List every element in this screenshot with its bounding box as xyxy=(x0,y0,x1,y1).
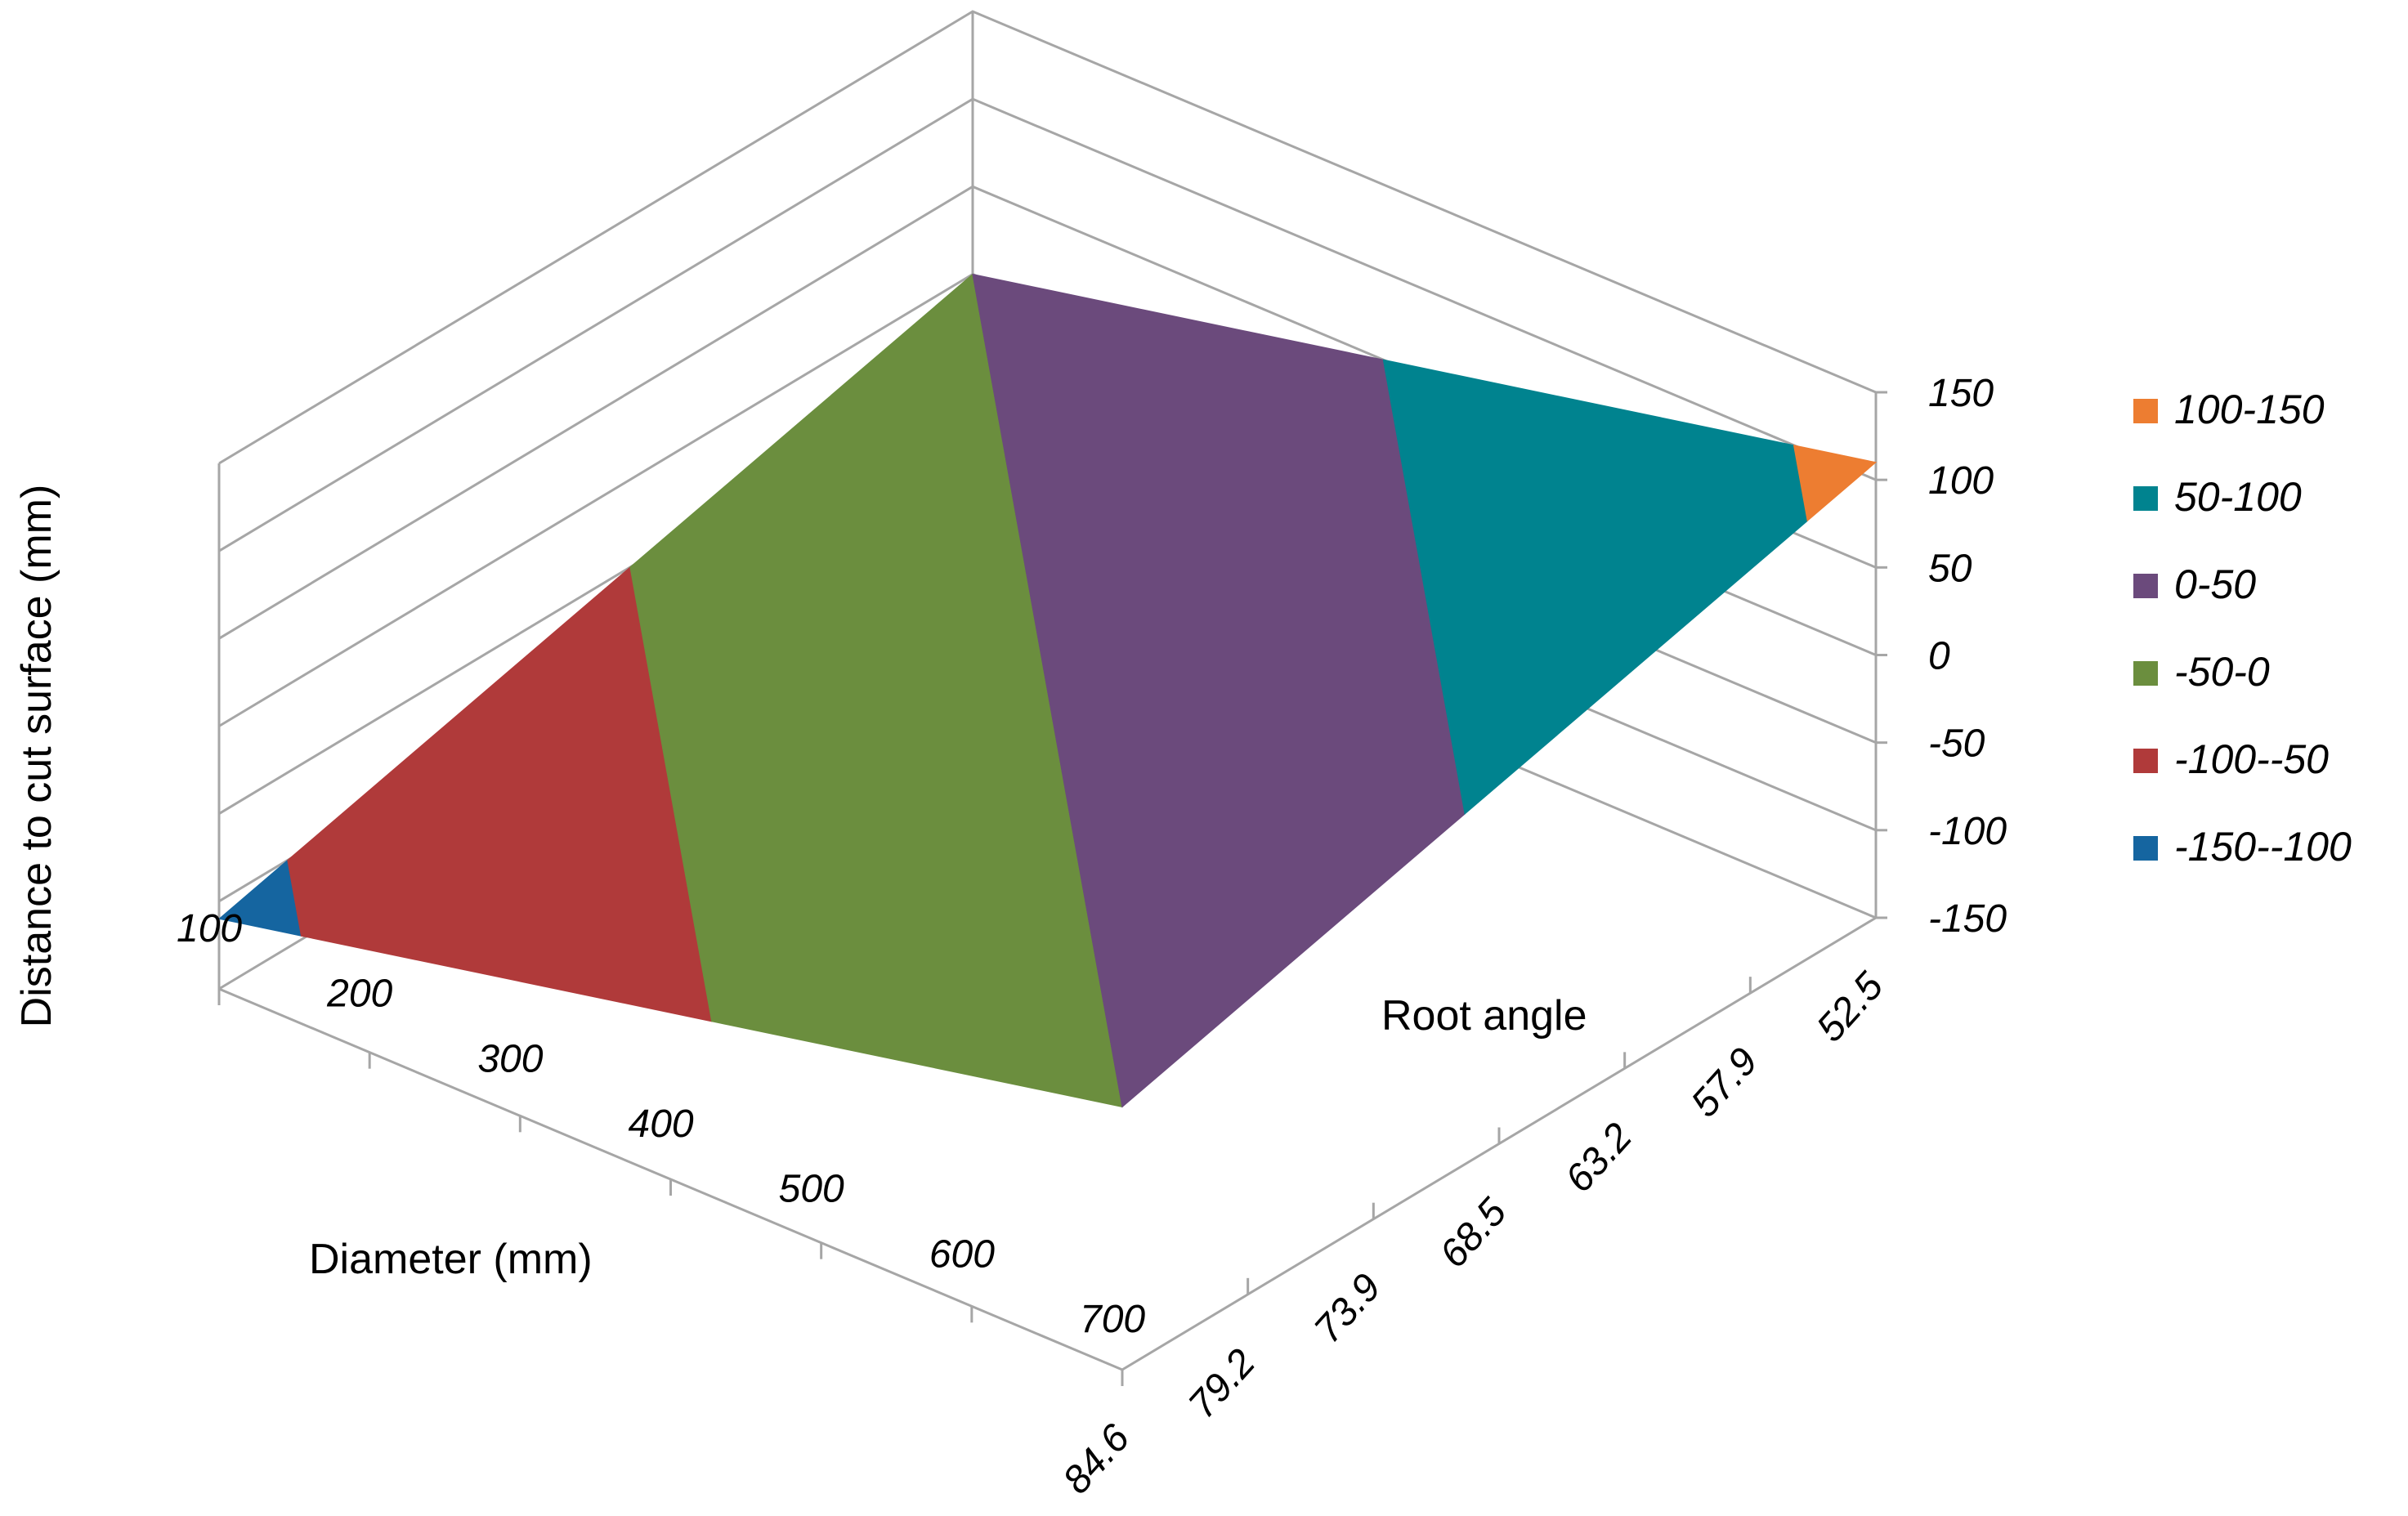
surface-band xyxy=(1793,445,1878,522)
z-tick-label: 0 xyxy=(1928,635,1950,678)
z-tick-label: 100 xyxy=(1928,459,1994,503)
x-tick-label: 400 xyxy=(629,1102,694,1146)
legend-label: -150--100 xyxy=(2174,824,2352,870)
y-tick-label: 84.6 xyxy=(1055,1416,1139,1502)
y-tick-label: 79.2 xyxy=(1180,1341,1264,1427)
legend-label: 0-50 xyxy=(2174,561,2256,607)
legend: 100-150 50-100 0-50 -50-0 -100--50 -150--100 xyxy=(2133,387,2352,870)
y-tick-label: 57.9 xyxy=(1683,1040,1766,1125)
x-tick-label: 500 xyxy=(779,1168,844,1211)
y-tick-label: 63.2 xyxy=(1557,1116,1640,1201)
x-tick-label: 600 xyxy=(929,1232,995,1276)
y-tick-label: 52.5 xyxy=(1809,964,1892,1050)
legend-swatch xyxy=(2133,836,2158,861)
legend-label: 100-150 xyxy=(2174,387,2325,432)
x-tick-label: 300 xyxy=(477,1037,543,1080)
legend-swatch xyxy=(2133,661,2158,686)
z-tick-label: -50 xyxy=(1928,722,1985,766)
z-tick-label: 150 xyxy=(1928,372,1994,415)
x-axis-title: Diameter (mm) xyxy=(309,1236,593,1283)
y-axis-title: Root angle xyxy=(1381,992,1587,1040)
x-tick-label: 100 xyxy=(177,907,242,950)
x-tick-label: 700 xyxy=(1080,1298,1145,1341)
x-tick-label: 200 xyxy=(326,973,392,1016)
legend-label: 50-100 xyxy=(2174,474,2302,520)
z-tick-label: -150 xyxy=(1928,897,2007,941)
legend-swatch xyxy=(2133,749,2158,773)
surface-plot xyxy=(217,273,1878,1108)
z-tick-label: 50 xyxy=(1928,547,1972,590)
legend-swatch xyxy=(2133,399,2158,423)
y-tick-label: 73.9 xyxy=(1306,1266,1390,1352)
z-tick-label: -100 xyxy=(1928,810,2007,853)
legend-label: -100--50 xyxy=(2174,736,2329,782)
legend-swatch xyxy=(2133,574,2158,598)
y-tick-label: 68.5 xyxy=(1432,1190,1515,1276)
legend-swatch xyxy=(2133,486,2158,511)
z-axis-title: Distance to cut surface (mm) xyxy=(13,485,60,1028)
legend-label: -50-0 xyxy=(2174,649,2270,695)
